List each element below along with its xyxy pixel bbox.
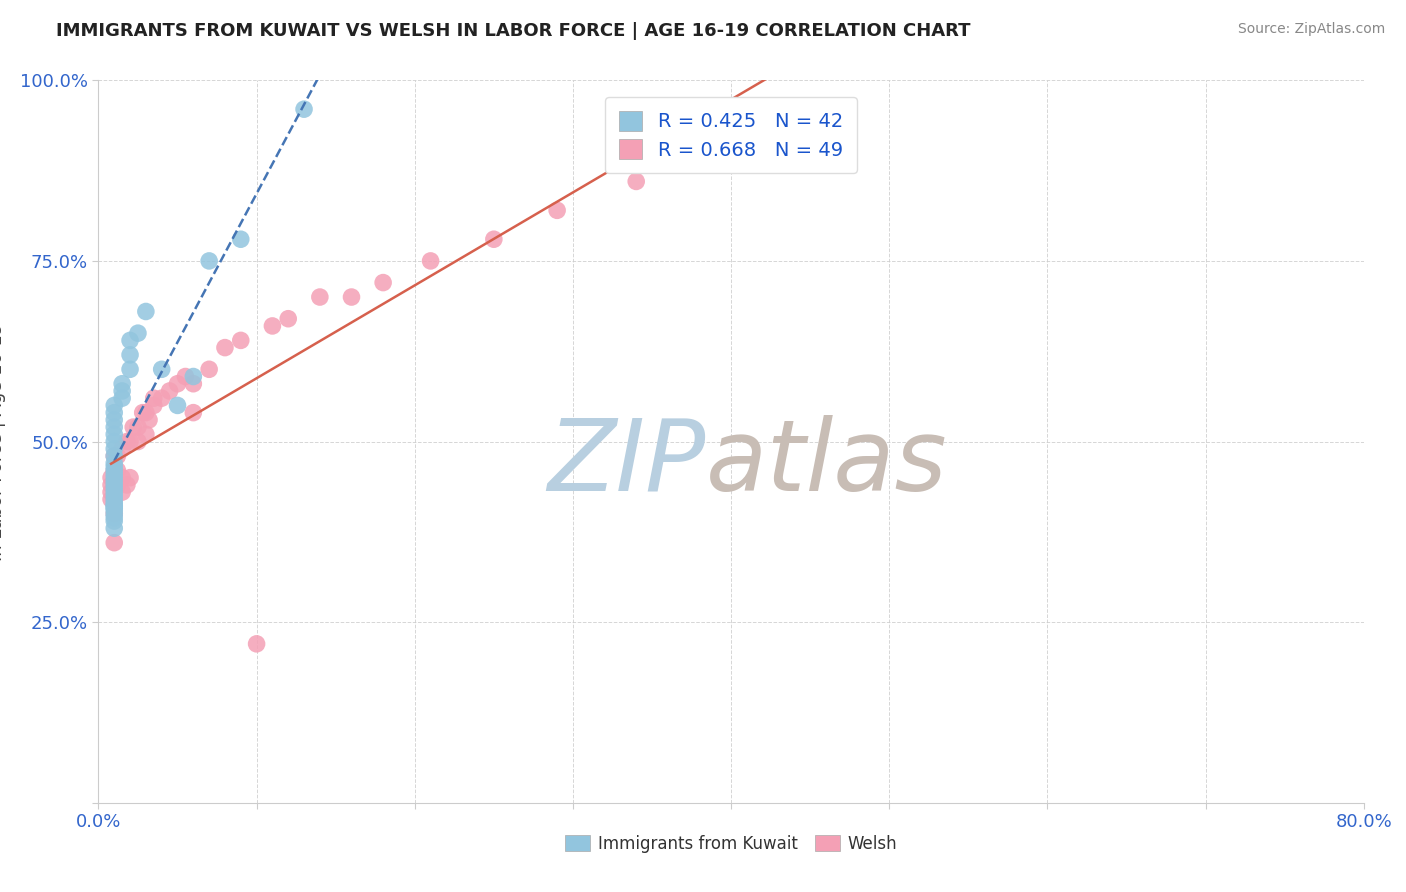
- Point: [103, 475, 125, 489]
- Point: [150, 391, 173, 405]
- Point: [111, 391, 134, 405]
- Point: [166, 376, 188, 391]
- Point: [107, 449, 129, 463]
- Point: [103, 496, 125, 510]
- Point: [100, 485, 122, 500]
- Point: [246, 637, 269, 651]
- Point: [103, 463, 125, 477]
- Point: [103, 449, 125, 463]
- Point: [120, 348, 141, 362]
- Point: [142, 391, 165, 405]
- Point: [120, 470, 141, 484]
- Point: [309, 290, 332, 304]
- Point: [111, 442, 134, 456]
- Point: [142, 398, 165, 412]
- Text: ZIP: ZIP: [547, 415, 706, 512]
- Point: [166, 398, 188, 412]
- Point: [115, 478, 138, 492]
- Point: [103, 459, 125, 474]
- Point: [198, 362, 221, 376]
- Point: [174, 369, 197, 384]
- Point: [624, 174, 647, 188]
- Point: [107, 478, 129, 492]
- Point: [103, 413, 125, 427]
- Point: [159, 384, 181, 398]
- Point: [132, 406, 155, 420]
- Point: [103, 467, 125, 481]
- Point: [111, 384, 134, 398]
- Point: [100, 470, 122, 484]
- Point: [103, 501, 125, 516]
- Text: IMMIGRANTS FROM KUWAIT VS WELSH IN LABOR FORCE | AGE 16-19 CORRELATION CHART: IMMIGRANTS FROM KUWAIT VS WELSH IN LABOR…: [56, 22, 970, 40]
- Point: [198, 253, 221, 268]
- Point: [103, 482, 125, 496]
- Point: [103, 478, 125, 492]
- Point: [103, 456, 125, 470]
- Point: [103, 463, 125, 477]
- Point: [103, 492, 125, 507]
- Text: atlas: atlas: [706, 415, 948, 512]
- Point: [103, 535, 125, 549]
- Point: [371, 276, 394, 290]
- Point: [103, 478, 125, 492]
- Point: [120, 434, 141, 449]
- Point: [103, 434, 125, 449]
- Point: [103, 442, 125, 456]
- Point: [120, 362, 141, 376]
- Point: [419, 253, 441, 268]
- Point: [183, 406, 205, 420]
- Point: [262, 318, 284, 333]
- Point: [103, 521, 125, 535]
- Point: [107, 463, 129, 477]
- Point: [103, 492, 125, 507]
- Point: [229, 334, 252, 348]
- Point: [292, 102, 315, 116]
- Point: [103, 500, 125, 514]
- Point: [103, 420, 125, 434]
- Point: [135, 406, 157, 420]
- Point: [103, 514, 125, 528]
- Point: [103, 406, 125, 420]
- Point: [127, 326, 149, 340]
- Point: [103, 507, 125, 521]
- Point: [135, 427, 157, 442]
- Point: [103, 470, 125, 484]
- Point: [103, 498, 125, 512]
- Point: [103, 489, 125, 503]
- Point: [229, 232, 252, 246]
- Point: [546, 203, 568, 218]
- Y-axis label: In Labor Force | Age 16-19: In Labor Force | Age 16-19: [0, 322, 6, 561]
- Point: [482, 232, 505, 246]
- Point: [103, 507, 125, 521]
- Point: [277, 311, 299, 326]
- Point: [183, 376, 205, 391]
- Point: [115, 434, 138, 449]
- Point: [214, 341, 236, 355]
- Point: [103, 485, 125, 500]
- Point: [111, 470, 134, 484]
- Point: [111, 485, 134, 500]
- Point: [704, 131, 727, 145]
- Point: [100, 478, 122, 492]
- Point: [127, 420, 149, 434]
- Point: [100, 492, 122, 507]
- Point: [127, 434, 149, 449]
- Point: [183, 369, 205, 384]
- Point: [135, 304, 157, 318]
- Point: [103, 503, 125, 517]
- Point: [103, 510, 125, 524]
- Point: [103, 449, 125, 463]
- Point: [340, 290, 363, 304]
- Point: [103, 398, 125, 412]
- Point: [120, 334, 141, 348]
- Point: [122, 420, 145, 434]
- Text: Source: ZipAtlas.com: Source: ZipAtlas.com: [1237, 22, 1385, 37]
- Legend: Immigrants from Kuwait, Welsh: Immigrants from Kuwait, Welsh: [558, 828, 904, 860]
- Point: [111, 376, 134, 391]
- Point: [138, 413, 160, 427]
- Point: [150, 362, 173, 376]
- Point: [103, 427, 125, 442]
